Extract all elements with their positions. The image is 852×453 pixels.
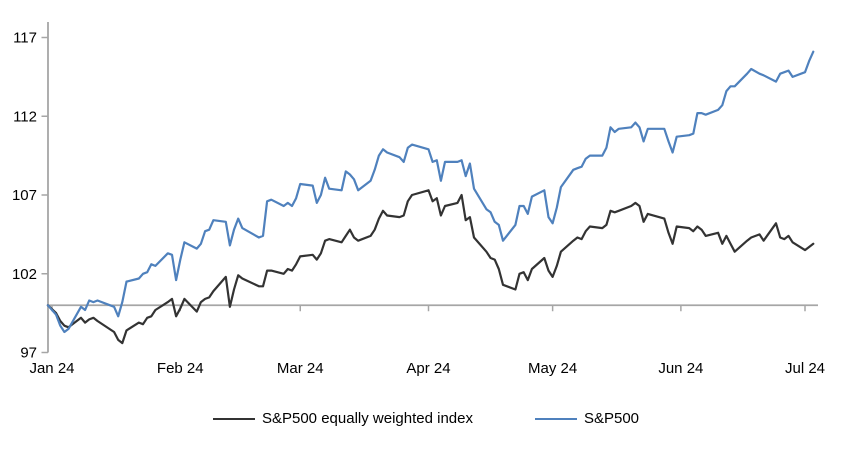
plot-area: 97 102 107 112 117 Jan 24 Feb 24 Mar 24 Apr 24 Ma… — [12, 22, 825, 377]
x-tick-label: Jul 24 — [785, 360, 825, 377]
series-line-sp500 — [46, 50, 815, 334]
legend: S&P500 equally weighted index S&P500 — [0, 408, 852, 430]
y-tick-label: 107 — [12, 187, 37, 204]
y-tick-label: 97 — [20, 345, 37, 362]
y-tick-label: 117 — [13, 30, 37, 47]
y-tick-label: 112 — [13, 108, 37, 125]
x-tick-label: May 24 — [528, 360, 577, 377]
x-tick-label: Feb 24 — [157, 360, 204, 377]
x-tick-label: Apr 24 — [406, 360, 450, 377]
y-tick-label: 102 — [12, 266, 37, 283]
legend-line-swatch-equal-weight — [212, 418, 255, 420]
legend-label-equal-weight: S&P500 equally weighted index — [261, 410, 473, 427]
x-tick-label: Jan 24 — [29, 360, 74, 377]
legend-item-sp500: S&P500 — [534, 408, 640, 430]
x-tick-label: Jun 24 — [658, 360, 703, 377]
legend-label-sp500: S&P500 — [583, 410, 640, 427]
series-line-equal-weight — [46, 189, 815, 345]
legend-item-equal-weight: S&P500 equally weighted index — [212, 408, 473, 430]
legend-line-swatch-sp500 — [534, 418, 577, 420]
x-tick-label: Mar 24 — [277, 360, 324, 377]
